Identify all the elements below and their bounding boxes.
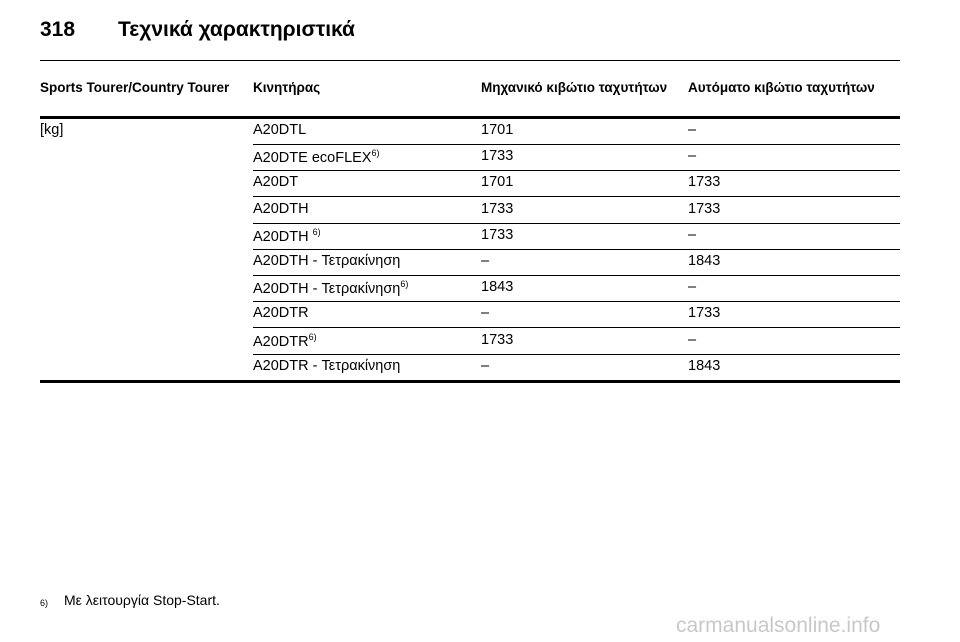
table-bottom-rule	[40, 380, 900, 383]
engine-name: A20DTH	[253, 200, 309, 217]
automatic-cell: 1843	[688, 357, 721, 374]
manual-cell: 1843	[481, 279, 514, 296]
row-rule	[253, 327, 900, 328]
engine-cell: A20DT	[253, 174, 298, 190]
engine-cell: A20DTL	[253, 122, 306, 138]
row-rule	[253, 275, 900, 276]
footnote-ref: 6)	[400, 279, 409, 290]
engine-cell: A20DTH 6)	[253, 227, 321, 245]
engine-cell: A20DTE ecoFLEX6)	[253, 148, 380, 166]
manual-cell: 1733	[481, 200, 514, 217]
engine-name: A20DTL	[253, 122, 307, 138]
column-header: Sports Tourer/Country Tourer	[40, 80, 230, 95]
unit-cell: [kg]	[40, 122, 64, 138]
engine-name: A20DTR - Τετρακίνηση	[253, 357, 401, 374]
manual-cell: 1701	[481, 174, 514, 191]
automatic-cell: –	[688, 122, 697, 138]
manual-cell: –	[481, 253, 490, 269]
engine-cell: A20DTR - Τετρακίνηση	[253, 358, 400, 374]
engine-name: A20DT	[253, 174, 299, 191]
footnote-ref: 6)	[312, 226, 321, 237]
row-rule	[253, 301, 900, 302]
row-rule	[253, 223, 900, 224]
footnote-marker: 6)	[40, 598, 49, 608]
column-header: Αυτόματο κιβώτιο ταχυτήτων	[688, 80, 875, 95]
automatic-cell: 1733	[688, 174, 721, 191]
manual-cell: 1733	[481, 331, 514, 348]
automatic-cell: –	[688, 148, 697, 165]
column-header: Κινητήρας	[253, 80, 321, 95]
watermark: carmanualsonline.info	[676, 614, 881, 637]
manual-cell: 1701	[481, 122, 514, 138]
manual-cell: –	[481, 305, 490, 322]
engine-name: A20DTE ecoFLEX	[253, 150, 372, 167]
automatic-cell: 1843	[688, 253, 721, 269]
automatic-cell: 1733	[688, 305, 721, 322]
engine-name: A20DTR	[253, 305, 309, 322]
row-rule	[253, 354, 900, 355]
page-title: Τεχνικά χαρακτηριστικά	[118, 18, 355, 41]
engine-name: A20DTH - Τετρακίνηση	[253, 281, 401, 298]
automatic-cell: –	[688, 279, 697, 296]
page-number: 318	[40, 18, 76, 41]
engine-cell: A20DTH - Τετρακίνηση	[253, 253, 400, 269]
footnote-text: Με λειτουργία Stop-Start.	[64, 592, 220, 608]
manual-cell: 1733	[481, 148, 514, 165]
automatic-cell: 1733	[688, 200, 721, 217]
engine-cell: A20DTH	[253, 201, 309, 217]
column-header: Μηχανικό κιβώτιο ταχυτήτων	[481, 80, 668, 95]
engine-name: A20DTH - Τετρακίνηση	[253, 253, 401, 269]
manual-cell: –	[481, 357, 490, 374]
header-rule	[40, 60, 900, 61]
engine-name: A20DTH	[253, 228, 313, 245]
engine-cell: A20DTH - Τετρακίνηση6)	[253, 279, 408, 297]
engine-cell: A20DTR6)	[253, 332, 317, 350]
engine-name: A20DTR	[253, 333, 309, 350]
row-rule	[253, 144, 900, 145]
manual-cell: 1733	[481, 226, 514, 243]
footnote-ref: 6)	[308, 331, 317, 342]
row-rule	[253, 249, 900, 250]
automatic-cell: –	[688, 331, 697, 348]
row-rule	[253, 170, 900, 171]
row-rule	[253, 196, 900, 197]
engine-cell: A20DTR	[253, 305, 309, 321]
automatic-cell: –	[688, 226, 697, 243]
table-top-rule	[40, 116, 900, 119]
footnote-ref: 6)	[371, 148, 380, 159]
